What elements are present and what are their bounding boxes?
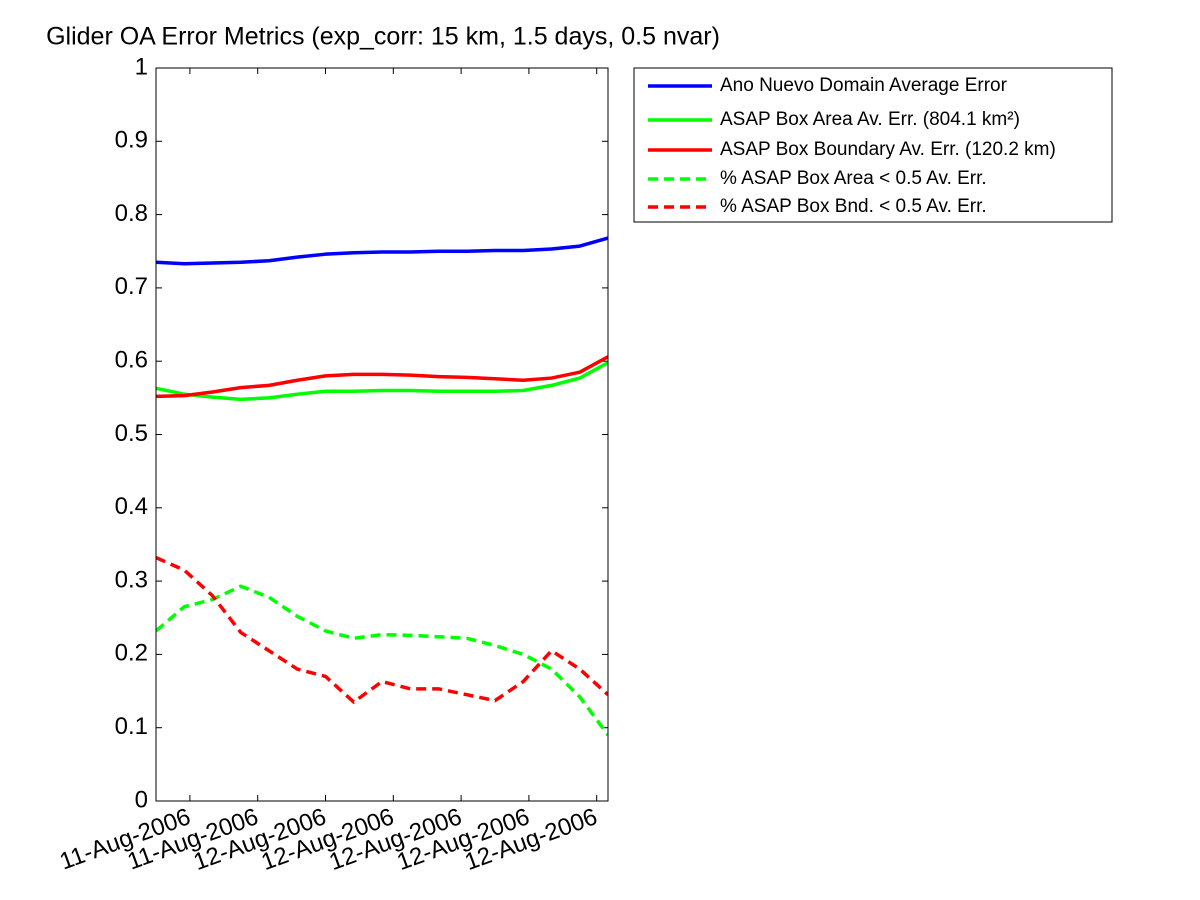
chart-title: Glider OA Error Metrics (exp_corr: 15 km… bbox=[46, 23, 720, 51]
series-line bbox=[156, 556, 608, 704]
y-tick-label: 0.1 bbox=[115, 713, 148, 740]
y-tick-label: 0.9 bbox=[115, 127, 148, 154]
y-tick-label: 0.7 bbox=[115, 273, 148, 300]
series-line bbox=[156, 236, 608, 266]
legend-label: % ASAP Box Area < 0.5 Av. Err. bbox=[720, 168, 987, 189]
legend-label: ASAP Box Area Av. Err. (804.1 km²) bbox=[720, 109, 1020, 130]
legend-label: ASAP Box Boundary Av. Err. (120.2 km) bbox=[720, 139, 1056, 160]
series-line bbox=[156, 355, 608, 399]
y-tick-label: 0.2 bbox=[115, 640, 148, 667]
legend-label: % ASAP Box Bnd. < 0.5 Av. Err. bbox=[720, 196, 987, 217]
plot-frame bbox=[155, 67, 609, 802]
plot bbox=[156, 236, 608, 737]
y-tick-label: 0.3 bbox=[115, 566, 148, 593]
legend-label: Ano Nuevo Domain Average Error bbox=[720, 75, 1008, 96]
y-tick-label: 0.8 bbox=[115, 200, 148, 227]
legend-box bbox=[633, 67, 1113, 223]
series-line bbox=[156, 361, 608, 402]
y-tick-label: 0.5 bbox=[115, 420, 148, 447]
y-tick-label: 0.6 bbox=[115, 347, 148, 374]
series-line bbox=[156, 584, 608, 737]
y-tick-label: 1 bbox=[135, 53, 148, 80]
y-tick-label: 0 bbox=[135, 786, 148, 813]
y-tick-label: 0.4 bbox=[115, 493, 148, 520]
